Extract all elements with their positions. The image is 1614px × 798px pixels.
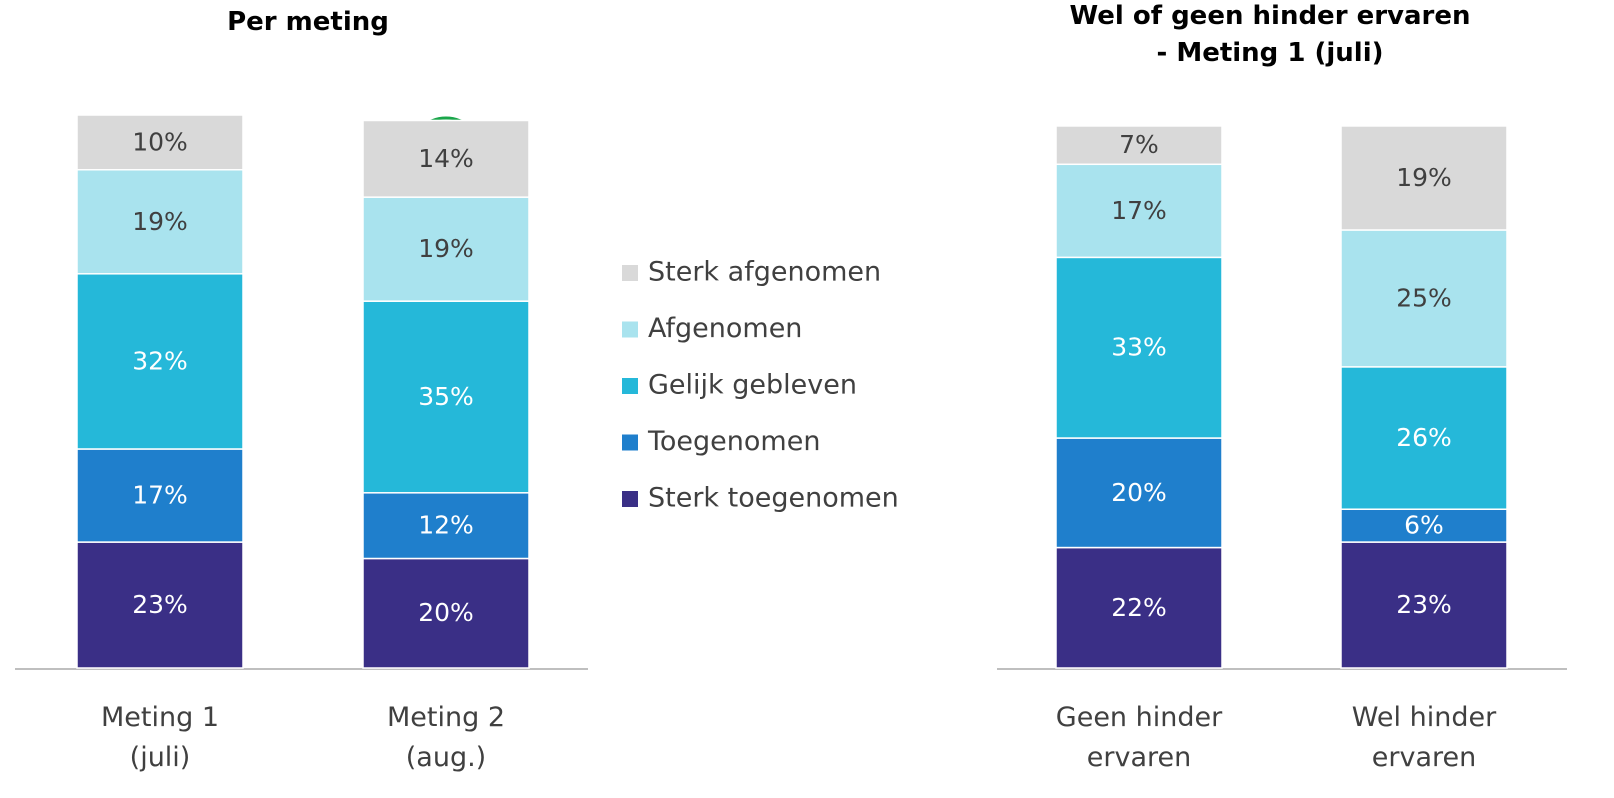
bar-segment xyxy=(362,557,530,669)
text-line: Geen hinder xyxy=(1056,702,1223,733)
data-label: 22% xyxy=(1111,593,1167,622)
bar-segment xyxy=(76,273,244,450)
text-line: Per meting xyxy=(227,7,389,37)
bar-segment xyxy=(1055,546,1223,669)
text-line: Wel of geen hinder ervaren xyxy=(1070,1,1471,31)
text-line: Wel hinder xyxy=(1352,702,1497,733)
data-label: 26% xyxy=(1396,423,1452,452)
data-label: 20% xyxy=(418,598,474,627)
bar-segment xyxy=(1055,125,1223,166)
data-label: 12% xyxy=(418,511,474,540)
text-line: Meting 1 xyxy=(101,702,219,733)
text-line: Meting 2 xyxy=(387,702,505,733)
x-tick-label: Meting 1 (juli) xyxy=(101,702,219,773)
data-label: 23% xyxy=(1396,590,1452,619)
data-label: 23% xyxy=(132,590,188,619)
data-label: 10% xyxy=(132,127,188,156)
data-label: 33% xyxy=(1111,333,1167,362)
data-label: 14% xyxy=(418,144,474,173)
bar-segment xyxy=(1340,541,1508,669)
bar-segment xyxy=(362,492,530,560)
bar-segment xyxy=(76,114,244,171)
bar-segment xyxy=(1340,229,1508,368)
data-label: 17% xyxy=(132,481,188,510)
legend-label: Sterk afgenomen xyxy=(648,257,881,288)
bar-segment xyxy=(1340,125,1508,231)
data-label: 20% xyxy=(1111,478,1167,507)
data-label: 19% xyxy=(1396,163,1452,192)
bar-segment xyxy=(1055,437,1223,549)
legend-label: Toegenomen xyxy=(647,426,820,457)
data-label: 19% xyxy=(132,207,188,236)
legend-swatch xyxy=(622,321,638,338)
text-line: ervaren xyxy=(1087,742,1191,773)
data-label: 25% xyxy=(1396,283,1452,312)
legend-swatch xyxy=(622,378,638,394)
legend-label: Afgenomen xyxy=(648,313,802,344)
data-label: 6% xyxy=(1404,511,1444,540)
bar-segment xyxy=(362,300,530,494)
text-line: (juli) xyxy=(130,742,191,773)
legend-swatch xyxy=(622,265,638,281)
data-label: 7% xyxy=(1119,130,1159,159)
chart-title: Wel of geen hinder ervaren - Meting 1 (ju… xyxy=(1070,1,1471,68)
legend-swatch xyxy=(622,491,638,507)
text-line: - Meting 1 (juli) xyxy=(1156,38,1383,68)
data-label: 17% xyxy=(1111,196,1167,225)
data-label: 35% xyxy=(418,382,474,411)
legend-label: Sterk toegenomen xyxy=(648,483,899,514)
chart-title: Per meting xyxy=(227,7,389,37)
data-label: 32% xyxy=(132,346,188,375)
bar-segment xyxy=(1340,508,1508,543)
x-tick-label: Meting 2 (aug.) xyxy=(387,702,505,773)
text-line: (aug.) xyxy=(406,742,486,773)
bar-segment xyxy=(362,119,530,198)
bar-segment xyxy=(76,448,244,543)
text-line: ervaren xyxy=(1372,742,1476,773)
x-tick-label: Geen hinder ervaren xyxy=(1056,702,1223,773)
bar-segment xyxy=(1055,256,1223,439)
highlights xyxy=(407,116,1463,565)
x-tick-label: Wel hinder ervaren xyxy=(1352,702,1497,773)
legend-swatch xyxy=(622,434,638,451)
data-label: 19% xyxy=(418,234,474,263)
bar-segment xyxy=(362,196,530,302)
bar-segment xyxy=(76,169,244,275)
legend-label: Gelijk gebleven xyxy=(648,370,857,401)
